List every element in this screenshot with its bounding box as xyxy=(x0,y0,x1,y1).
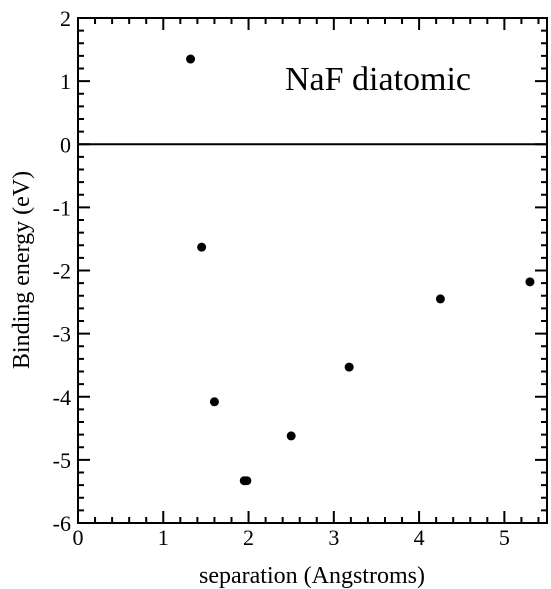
y-tick-label: 2 xyxy=(60,6,71,31)
x-axis-label: separation (Angstroms) xyxy=(199,563,425,589)
data-point xyxy=(344,362,354,372)
x-tick-label: 4 xyxy=(414,525,425,550)
data-point xyxy=(197,242,207,252)
y-tick-label: 1 xyxy=(60,69,71,94)
y-tick-labels: 2 1 0 -1 -2 -3 -4 -5 -6 xyxy=(53,6,71,536)
y-tick-label: -6 xyxy=(53,511,71,536)
y-tick-label: -2 xyxy=(53,259,71,284)
y-axis-label: Binding energy (eV) xyxy=(9,171,35,369)
x-tick-label: 3 xyxy=(328,525,339,550)
data-point xyxy=(435,294,445,304)
x-tick-label: 2 xyxy=(243,525,254,550)
y-tick-label: -5 xyxy=(53,448,71,473)
x-tick-labels: 0 1 2 3 4 5 xyxy=(73,525,510,550)
y-tick-label: -1 xyxy=(53,195,71,220)
data-point xyxy=(209,397,219,407)
data-point xyxy=(525,277,535,287)
minor-ticks xyxy=(78,18,547,523)
x-tick-label: 1 xyxy=(158,525,169,550)
data-point xyxy=(242,476,252,486)
y-tick-label: 0 xyxy=(60,132,71,157)
data-points xyxy=(186,54,535,486)
x-tick-label: 5 xyxy=(499,525,510,550)
chart-title: NaF diatomic xyxy=(285,61,471,98)
y-tick-label: -4 xyxy=(53,385,71,410)
y-tick-label: -3 xyxy=(53,322,71,347)
data-point xyxy=(286,431,296,441)
data-point xyxy=(186,54,196,64)
x-tick-label: 0 xyxy=(73,525,84,550)
